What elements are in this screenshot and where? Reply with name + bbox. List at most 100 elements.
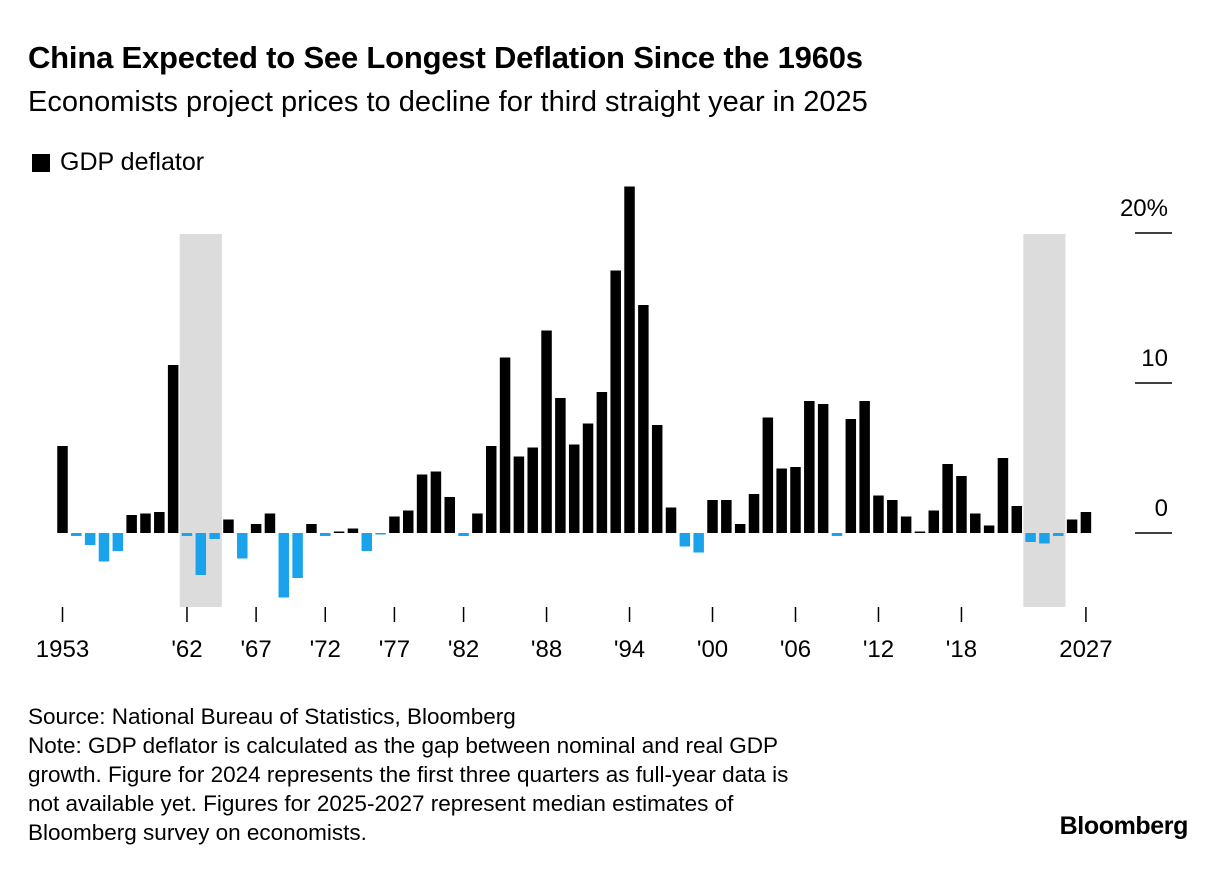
x-tick-label-1953: 1953 (36, 636, 89, 663)
legend-label: GDP deflator (60, 148, 205, 176)
bar-1992 (596, 392, 608, 533)
bar-1977 (389, 516, 400, 533)
x-tick-label-2012: '12 (863, 636, 894, 663)
bar-2004 (762, 417, 774, 533)
x-axis: 1953 '62 '67 '72 '77 '82 '88 '94 '00 '06 '12 '18 202… (36, 607, 1113, 663)
bar-1984 (485, 446, 497, 533)
bar-2001 (721, 500, 732, 533)
bar-2021 (997, 458, 1009, 533)
bar-1985 (499, 357, 511, 533)
bar-1972 (320, 533, 331, 536)
bar-1958 (126, 515, 137, 533)
bar-1960 (154, 512, 165, 533)
bar-1959 (140, 513, 151, 533)
bar-1967 (250, 524, 262, 533)
bar-1994 (624, 186, 635, 533)
bar-1990 (568, 444, 580, 533)
bar-1966 (237, 533, 248, 559)
bar-1979 (416, 474, 428, 533)
bar-1975 (361, 533, 373, 551)
bar-2007 (804, 401, 815, 533)
bar-2014 (900, 516, 912, 533)
bar-1991 (582, 423, 594, 533)
bar-1987 (527, 447, 538, 533)
bar-1969 (278, 533, 290, 598)
bar-2015 (914, 531, 926, 533)
bar-2005 (776, 468, 787, 533)
y-tick-label-10: 10 (1141, 345, 1168, 372)
bar-1956 (98, 533, 110, 562)
shaded-periods (179, 234, 1066, 607)
gdp-deflator-bar-chart: 20% 10 0 1953 '62 '67 '72 '77 '82 '88 '94 '00 '06 '1… (36, 186, 1172, 663)
methodology-note-line-1: Note: GDP deflator is calculated as the … (28, 733, 779, 758)
bar-1970 (292, 533, 303, 578)
bar-1957 (112, 533, 124, 551)
x-tick-label-2000: '00 (697, 636, 728, 663)
bar-2027 (1080, 512, 1092, 533)
y-tick-label-20: 20% (1120, 195, 1168, 222)
bar-1993 (610, 270, 621, 533)
bar-1999 (693, 533, 704, 553)
x-tick-label-1994: '94 (614, 636, 645, 663)
bar-2008 (817, 404, 829, 533)
bar-2024 (1039, 533, 1050, 544)
bar-1973 (333, 531, 345, 533)
bar-1986 (513, 456, 525, 533)
bar-2013 (887, 500, 898, 533)
bar-2019 (970, 513, 981, 533)
legend: GDP deflator (32, 148, 204, 177)
x-tick-label-1988: '88 (531, 636, 562, 663)
bar-1988 (541, 330, 552, 533)
methodology-note-line-3: not available yet. Figures for 2025-2027… (28, 791, 734, 816)
bar-2006 (790, 467, 801, 533)
bar-1954 (71, 533, 82, 536)
bar-1998 (679, 533, 691, 547)
bar-1964 (209, 533, 220, 539)
bar-2023 (1025, 533, 1036, 542)
bar-1980 (430, 471, 442, 533)
chart-title: China Expected to See Longest Deflation … (28, 40, 863, 75)
bar-2012 (873, 495, 884, 533)
bar-2009 (831, 533, 843, 536)
footer: Source: National Bureau of Statistics, B… (28, 702, 988, 847)
bar-1974 (347, 528, 359, 533)
legend-swatch-icon (32, 153, 50, 172)
bar-2010 (845, 419, 857, 533)
bar-1962 (181, 533, 193, 536)
bar-1961 (167, 365, 179, 533)
bar-1978 (403, 510, 414, 533)
bar-series (57, 186, 1092, 598)
bar-1989 (555, 398, 566, 533)
bar-1997 (665, 507, 677, 533)
bar-2022 (1011, 506, 1023, 533)
bar-1953 (57, 446, 68, 533)
x-tick-label-1962: '62 (171, 636, 202, 663)
bar-1971 (306, 524, 317, 533)
bar-2018 (956, 476, 967, 533)
x-tick-label-1982: '82 (448, 636, 479, 663)
bar-2002 (734, 524, 746, 533)
bar-2011 (859, 401, 870, 533)
bar-1982 (458, 533, 469, 536)
x-tick-label-1977: '77 (379, 636, 410, 663)
bar-2003 (748, 494, 760, 533)
x-tick-label-2018: '18 (946, 636, 977, 663)
source-note: Source: National Bureau of Statistics, B… (28, 704, 516, 729)
bar-2020 (983, 525, 995, 533)
x-tick-label-1972: '72 (310, 636, 341, 663)
bar-1965 (223, 519, 234, 533)
bar-2016 (928, 510, 940, 533)
methodology-note-line-2: growth. Figure for 2024 represents the f… (28, 762, 789, 787)
bar-2017 (942, 464, 953, 533)
bar-2026 (1066, 519, 1078, 533)
bar-1983 (472, 513, 483, 533)
x-tick-label-1967: '67 (240, 636, 271, 663)
shaded-period-2 (1023, 234, 1066, 607)
bar-1955 (84, 533, 96, 545)
bar-1981 (444, 497, 455, 533)
x-tick-label-2006: '06 (780, 636, 811, 663)
bar-1968 (264, 513, 276, 533)
bar-1976 (375, 533, 386, 535)
x-tick-label-2027: 2027 (1059, 636, 1112, 663)
chart-subtitle: Economists project prices to decline for… (28, 86, 868, 118)
